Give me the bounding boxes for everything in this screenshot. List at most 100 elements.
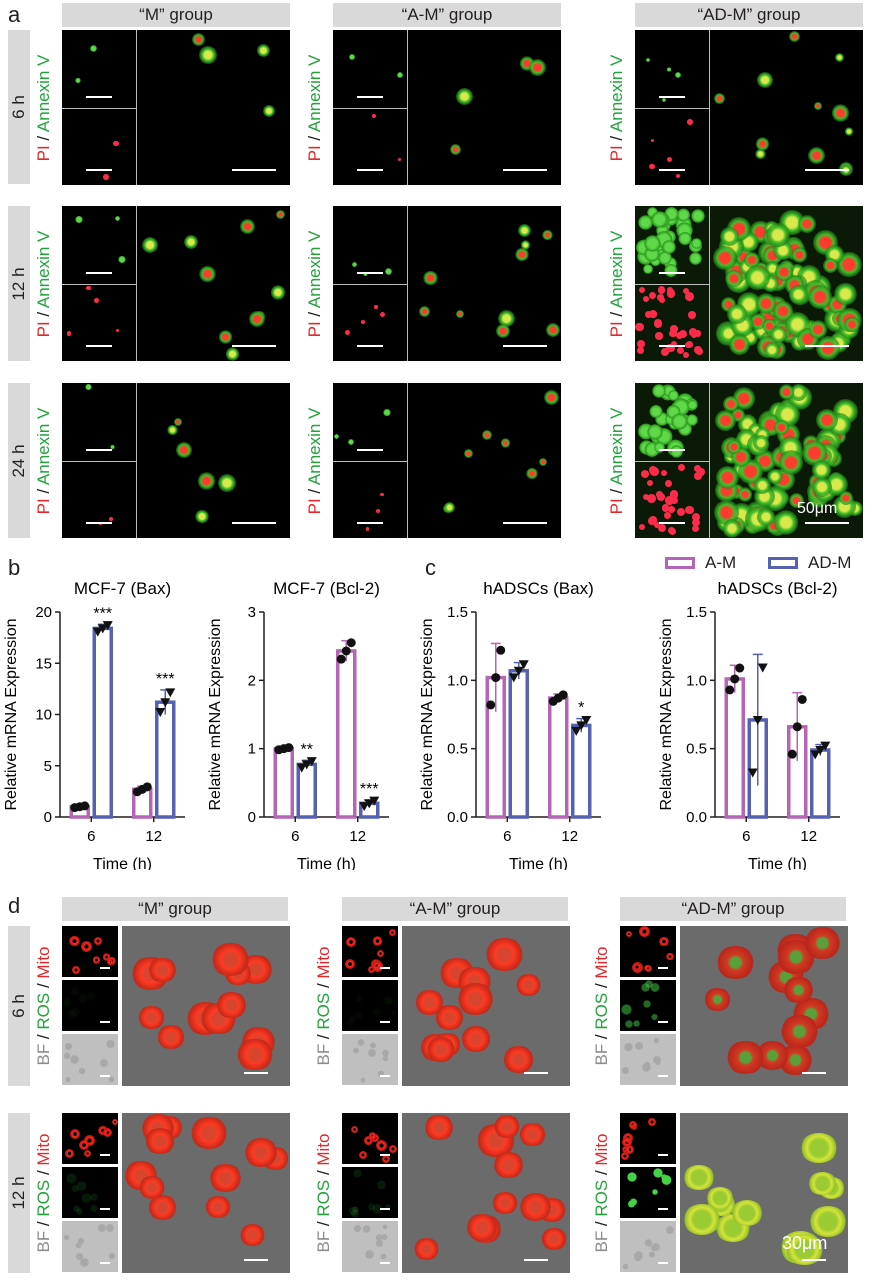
scale-bar-label: 30μm <box>782 1233 828 1253</box>
data-point <box>735 663 745 673</box>
cell-stain <box>620 1151 630 1161</box>
scale-bar <box>86 169 112 171</box>
cell-fluorescence <box>816 336 841 361</box>
cell-stain <box>352 1205 360 1213</box>
cell-stain <box>644 980 653 988</box>
cell-fluorescence <box>481 429 492 440</box>
image-divider-horizontal <box>333 284 407 285</box>
cell-fluorescence <box>789 492 805 508</box>
cell-fluorescence <box>773 510 799 536</box>
image-divider-vertical <box>407 30 408 185</box>
x-tick-label: 6 <box>742 828 750 845</box>
cell-merged <box>808 1206 848 1238</box>
cell-fluorescence <box>838 491 853 506</box>
chart-title: hADSCs (Bcl-2) <box>718 579 838 598</box>
cell-pi <box>657 524 666 533</box>
cell-merged <box>156 1025 187 1050</box>
stain-label-ros: ROS <box>34 992 53 1030</box>
cell-stain <box>385 1203 392 1210</box>
cell-fluorescence <box>778 384 795 400</box>
scale-bar <box>100 1262 110 1264</box>
legend-label-am: A-M <box>705 553 737 572</box>
cell-fluorescence <box>773 301 793 321</box>
panel-d-group-header-am: “A-M” group <box>342 897 568 921</box>
data-point <box>792 722 802 732</box>
panel-d-inset-bf-am-6h <box>342 1034 398 1085</box>
cell-stain <box>641 1062 653 1074</box>
cell-stain <box>63 999 71 1008</box>
cell-stain <box>648 1118 657 1127</box>
cell-pi <box>380 492 384 497</box>
cell-pi <box>682 351 690 358</box>
image-divider-horizontal <box>62 461 136 462</box>
stain-label-sep: / <box>607 484 626 498</box>
image-divider-horizontal <box>333 108 407 109</box>
cell-annexin <box>89 44 98 52</box>
panel-d-inset-bf-adm-12h <box>620 1221 676 1272</box>
cell-fluorescence <box>811 460 832 481</box>
cell-stain <box>72 966 81 975</box>
stain-label-ros: ROS <box>592 1179 611 1217</box>
panel-d-inset-bf-adm-6h <box>620 1034 676 1085</box>
data-point <box>815 746 826 756</box>
cell-merged <box>414 990 446 1016</box>
cell-pi <box>653 318 663 328</box>
panel-d-inset-bf-m-6h <box>62 1034 118 1085</box>
cell-pi <box>676 346 684 355</box>
cell-merged <box>705 1186 734 1209</box>
cell-pi <box>663 511 671 519</box>
cell-fluorescence <box>757 71 774 88</box>
stain-label-mito: Mito <box>314 946 333 979</box>
cell-fluorescence <box>541 229 553 241</box>
panel-d-image-am-12h <box>402 1113 570 1273</box>
bar-ad-m-12 <box>810 748 831 819</box>
cell-fluorescence <box>779 450 804 475</box>
cell-annexin <box>664 263 678 277</box>
bar-charts: MCF-7 (Bax) Relative mRNA Expression Time … <box>3 579 840 870</box>
stain-label-bf: BF <box>34 1230 53 1253</box>
cell-pi <box>643 295 650 303</box>
cell-stain <box>368 966 376 974</box>
stain-label-sep: / <box>34 484 53 498</box>
cell-stain <box>351 1125 359 1133</box>
cell-fluorescence <box>773 419 790 436</box>
chart-3: hADSCs (Bcl-2) Relative mRNA Expression Ti… <box>658 579 840 870</box>
panel-a-image-am-6h <box>333 30 561 185</box>
cell-stain <box>65 1076 72 1083</box>
cell-annexin <box>651 383 667 399</box>
cell-stain <box>650 982 661 993</box>
cell-annexin <box>685 414 699 427</box>
cell-fluorescence <box>715 466 740 490</box>
bar-ad-m-6 <box>296 762 317 819</box>
chart-xlabel: Time (h) <box>509 856 568 870</box>
stain-label-sep: / <box>305 484 324 498</box>
data-point <box>142 782 152 792</box>
cell-merged <box>423 1114 456 1141</box>
stain-label-sep: / <box>314 978 333 993</box>
stain-label-sep: / <box>592 1216 611 1231</box>
cell-fluorescence <box>755 149 766 160</box>
panel-a-row-tab-24h: 24 h <box>8 383 30 538</box>
stain-label-bf: BF <box>314 1043 333 1066</box>
cell-annexin <box>689 252 702 265</box>
scale-bar <box>380 1262 390 1264</box>
stain-label-sep: / <box>34 1029 53 1044</box>
cell-stain <box>357 1038 366 1047</box>
cell-merged <box>238 1223 267 1246</box>
scale-bar <box>380 1208 390 1210</box>
panel-a-letter: a <box>8 2 21 27</box>
panel-a-image-m-6h <box>62 30 290 185</box>
cell-stain <box>77 1236 86 1245</box>
cell-annexin <box>110 445 115 450</box>
cell-stain <box>111 1119 118 1126</box>
scale-bar <box>805 345 849 347</box>
cell-pi <box>649 516 657 524</box>
cell-stain <box>387 997 394 1004</box>
stain-label-annexin: Annexin V <box>34 230 53 308</box>
cell-fluorescence <box>713 246 737 270</box>
panel-d-inset-ros-adm-6h <box>620 980 676 1031</box>
panel-b-letter: b <box>8 555 21 580</box>
cell-fluorescence <box>167 424 178 435</box>
data-point <box>346 638 356 648</box>
cell-stain <box>92 956 101 964</box>
